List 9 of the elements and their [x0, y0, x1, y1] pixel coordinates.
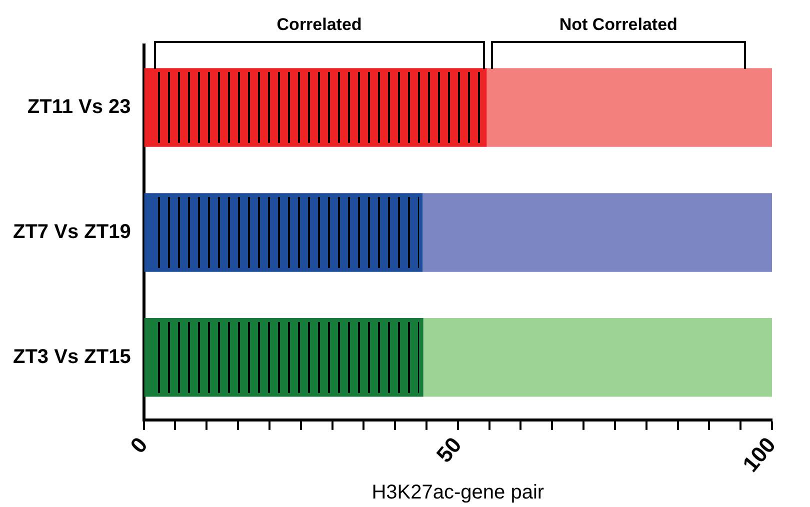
x-tick-label: 50 [431, 432, 466, 468]
y-tick-label: ZT11 Vs 23 [27, 96, 131, 118]
x-axis-title: H3K27ac-gene pair [372, 482, 544, 504]
y-tick-label: ZT3 Vs ZT15 [13, 346, 131, 368]
text: Correlated [276, 15, 362, 35]
text: Not Correlated [559, 15, 678, 35]
x-tick-label: 100 [738, 432, 780, 477]
y-tick-label: ZT7 Vs ZT19 [13, 220, 131, 243]
x-tick-label: 0 [125, 432, 152, 458]
